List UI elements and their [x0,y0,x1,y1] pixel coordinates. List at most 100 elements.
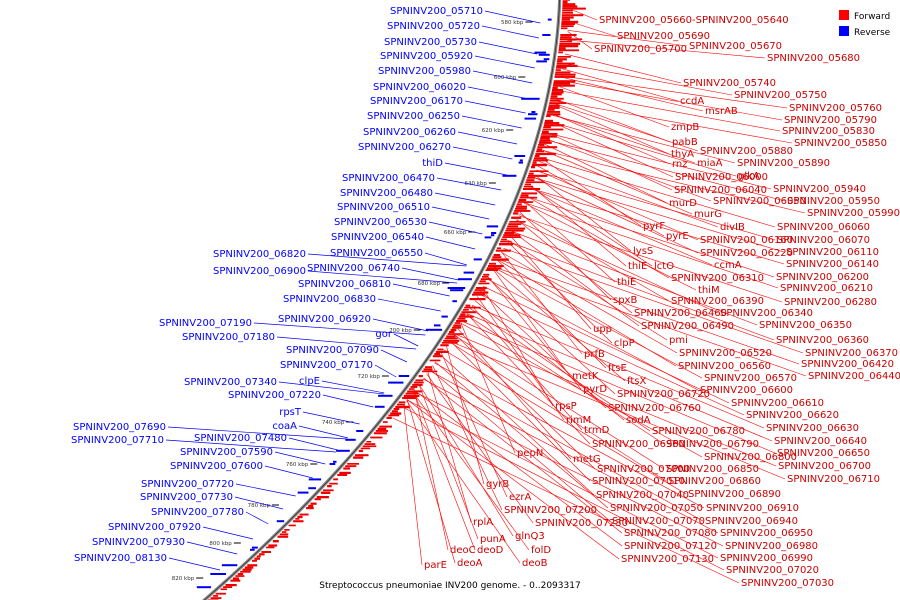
forward-label-leader [429,369,611,522]
reverse-label-leader [374,364,397,378]
forward-gene-label: miaA [553,114,723,169]
reverse-label-leader [484,10,541,24]
forward-gene-feature [562,12,573,14]
forward-label-text: SPNINV200_06140 [786,259,879,270]
forward-label-text: SPNINV200_06560 [678,361,771,372]
forward-gene-label: SPNINV200_06910 [434,362,799,514]
reverse-gene-label: SPNINV200_06530 [334,217,483,235]
forward-label-leader [552,115,736,164]
reverse-gene-feature [378,394,393,397]
forward-label-text: SPNINV200_06940 [705,516,798,527]
forward-gene-feature [489,262,496,265]
forward-gene-label: rplA [427,371,493,528]
forward-gene-feature [337,474,348,476]
forward-gene-feature [561,18,570,21]
reverse-gene-label: SPNINV200_06920 [278,314,429,332]
forward-gene-label: ccdA [562,68,704,107]
forward-gene-feature [496,247,502,250]
forward-label-leader [543,150,806,214]
forward-label-leader [553,114,696,164]
reverse-label-text: SPNINV200_07170 [280,360,373,371]
reverse-gene-feature [491,232,497,234]
forward-gene-label: SPNINV200_06990 [406,399,813,564]
forward-label-text: SPNINV200_05690 [617,31,710,42]
forward-gene-feature [509,221,526,223]
forward-gene-feature [279,533,289,536]
forward-label-text: SPNINV200_06950 [720,528,813,539]
reverse-label-text: SPNINV200_07590 [180,447,273,458]
reverse-gene-label: SPNINV200_06810 [298,279,450,297]
forward-gene-feature [418,375,423,378]
reverse-gene-label: rpsT [279,407,360,425]
forward-gene-label: SPNINV200_06570 [493,267,797,384]
forward-gene-feature [556,62,575,65]
tick-label: 620 kbp [482,128,505,134]
forward-gene-feature [513,212,519,215]
forward-gene-feature [515,205,527,208]
forward-label-leader [448,341,667,482]
forward-gene-feature [220,588,227,591]
reverse-gene-feature [524,117,537,120]
forward-label-leader [466,313,591,445]
reverse-label-leader [436,177,502,191]
reverse-gene-feature [356,430,364,432]
forward-label-leader [524,200,616,283]
forward-gene-feature [240,570,251,573]
reverse-label-leader [481,25,539,39]
forward-gene-label: ccmA [529,187,742,271]
forward-gene-feature [524,183,531,186]
forward-label-text: ezrA [509,492,532,503]
forward-label-text: pyrD [583,384,607,395]
reverse-label-text: rpsT [279,407,302,418]
reverse-label-leader [307,253,467,267]
forward-gene-feature [360,447,371,450]
forward-label-text: SPNINV200_06200 [776,272,869,283]
forward-label-leader [453,333,596,470]
forward-gene-feature [515,207,527,210]
forward-label-text: SPNINV200_06340 [720,308,813,319]
forward-gene-feature [370,436,383,439]
forward-gene-feature [525,181,545,184]
reverse-label-text: SPNINV200_06250 [367,111,460,122]
forward-label-leader [477,296,565,421]
reverse-gene-feature [518,161,523,164]
tick-label: 580 kbp [501,20,524,26]
forward-gene-feature [464,306,481,309]
legend-swatch-forward [839,10,849,20]
forward-gene-feature [266,546,275,549]
reverse-gene-label: SPNINV200_06550 [330,248,467,266]
forward-gene-feature [561,23,575,25]
reverse-gene-label: SPNINV200_07920 [108,522,254,540]
forward-gene-label: SPNINV200_06140 [529,187,879,270]
forward-gene-label: pyrF [540,157,665,232]
forward-label-leader [555,103,699,152]
forward-label-leader [556,99,671,143]
forward-gene-label: spxB [519,211,637,306]
reverse-label-text: SPNINV200_05730 [384,37,477,48]
forward-label-text: thiM [698,285,720,296]
forward-gene-feature [375,430,388,432]
forward-gene-label: SPNINV200_06780 [470,308,745,437]
reverse-gene-label: SPNINV200_06820 [213,249,467,267]
forward-gene-feature [520,194,529,197]
forward-label-leader [454,333,777,467]
reverse-label-text: SPNINV200_07090 [286,345,379,356]
forward-gene-feature [492,256,502,259]
forward-gene-feature [561,16,574,19]
forward-gene-label: SPNINV200_05750 [563,63,827,101]
reverse-gene-feature [534,51,547,54]
forward-gene-label: SPNINV200_06220 [533,177,793,259]
forward-label-text: SPNINV200_07030 [741,578,834,589]
forward-gene-feature [410,386,418,388]
forward-label-leader [506,240,775,341]
forward-gene-label: lysS [534,174,653,257]
reverse-label-text: SPNINV200_06470 [342,173,435,184]
forward-gene-feature [320,491,331,494]
forward-label-text: pyrE [666,231,689,242]
forward-label-leader [548,132,772,190]
reverse-label-text: clpE [299,376,320,387]
forward-gene-feature [353,456,364,459]
forward-label-leader [483,286,730,404]
reverse-gene-feature [374,405,385,408]
forward-label-text: folD [531,545,551,556]
